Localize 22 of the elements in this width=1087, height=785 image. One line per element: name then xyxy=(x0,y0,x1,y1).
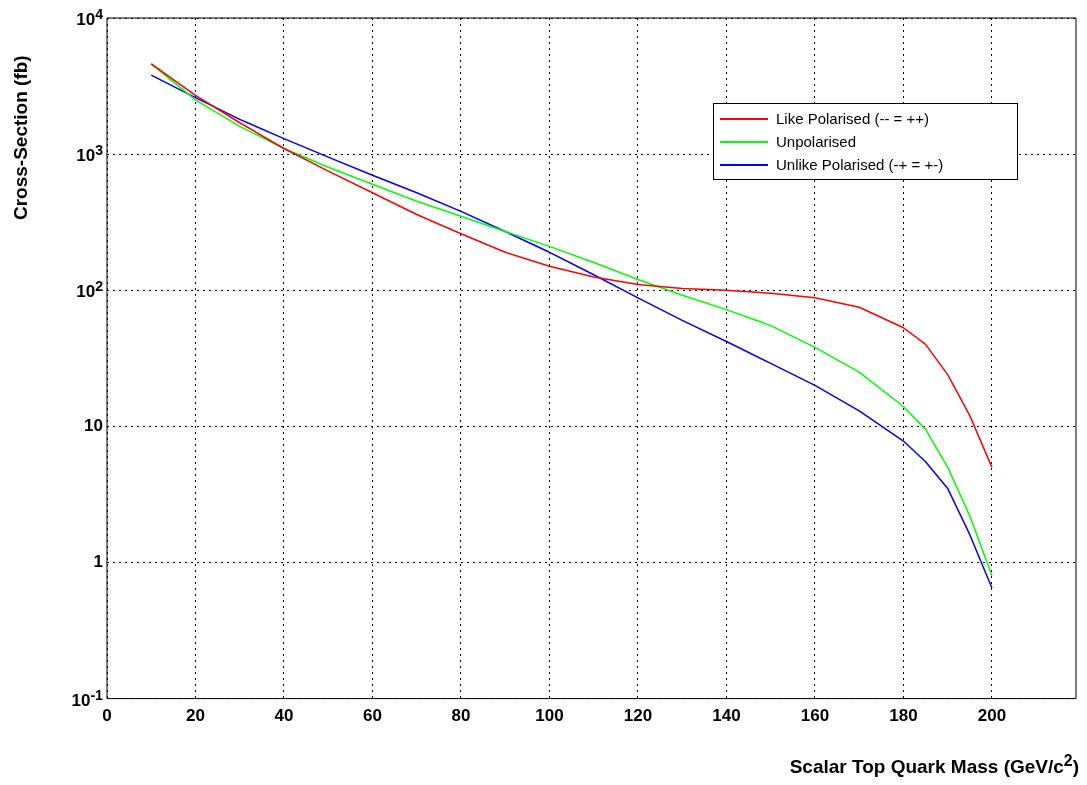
x-tick-label: 160 xyxy=(800,706,830,726)
legend-label: Unpolarised xyxy=(776,133,857,150)
x-tick-label: 20 xyxy=(186,706,205,726)
y-tick-label: 10 xyxy=(84,416,103,437)
x-tick-label: 0 xyxy=(102,706,112,726)
x-tick-label: 120 xyxy=(623,706,653,726)
x-tick-label: 100 xyxy=(535,706,564,726)
x-tick-label: 40 xyxy=(274,706,294,726)
x-tick-label: 60 xyxy=(363,706,382,726)
y-tick-label: 1 xyxy=(93,552,103,573)
y-tick-label: 10$^{-1}$ xyxy=(71,686,103,711)
y-tick-label: 10$^{2}$ xyxy=(76,277,103,303)
x-axis-title: Scalar Top Quark Mass (GeV/c$^{2}$) xyxy=(789,752,1079,779)
y-tick-label: 10$^{3}$ xyxy=(76,141,103,167)
y-axis-title: Cross-Section (fb) xyxy=(10,55,32,220)
x-tick-label: 200 xyxy=(977,706,1007,726)
x-tick-label: 180 xyxy=(889,706,918,726)
legend-label: Unlike Polarised (-+ = +-) xyxy=(776,156,944,173)
x-tick-label: 80 xyxy=(451,706,471,726)
x-tick-label: 140 xyxy=(712,706,741,726)
legend-label: Like Polarised (-- = ++) xyxy=(776,110,929,127)
y-tick-label: 10$^{4}$ xyxy=(76,5,103,31)
